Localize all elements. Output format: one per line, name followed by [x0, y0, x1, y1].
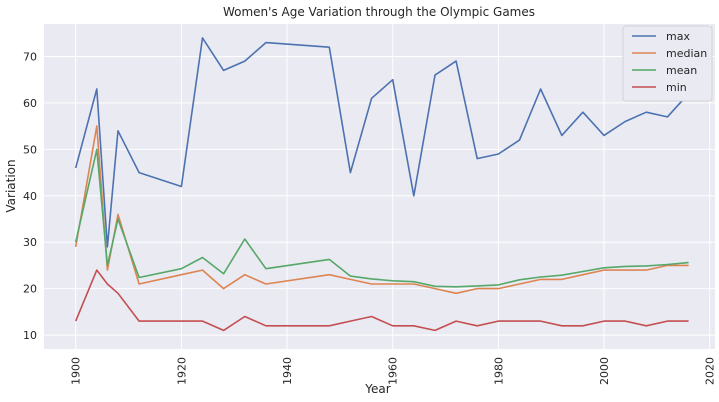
chart-title: Women's Age Variation through the Olympi…: [223, 5, 535, 19]
x-axis-label: Year: [364, 382, 390, 396]
y-tick-label: 60: [23, 97, 37, 110]
series-lines: [74, 37, 690, 332]
legend: max median mean min: [622, 25, 713, 102]
y-tick-label: 40: [23, 190, 37, 203]
x-tick-label: 1920: [175, 357, 188, 385]
legend-label-median: median: [666, 47, 707, 60]
y-tick-label: 50: [23, 143, 37, 156]
x-tick-label: 2000: [598, 357, 611, 385]
y-tick-label: 20: [23, 283, 37, 296]
y-tick-label: 70: [23, 51, 37, 64]
x-tick-label: 1900: [70, 357, 83, 385]
x-axis-ticks: 1900 1920 1940 1960 1980 2000 2020: [70, 357, 717, 385]
legend-label-max: max: [666, 30, 690, 43]
grid-lines: [44, 24, 715, 349]
legend-box: [622, 25, 713, 102]
series-line-min: [74, 269, 689, 332]
series-line-mean: [74, 148, 689, 288]
series-line-median: [74, 125, 689, 295]
y-tick-label: 10: [23, 329, 37, 342]
y-tick-label: 30: [23, 236, 37, 249]
legend-label-mean: mean: [666, 64, 697, 77]
x-tick-label: 1980: [492, 357, 505, 385]
y-axis-label: Variation: [4, 159, 18, 212]
series-line-max: [74, 37, 690, 248]
legend-label-min: min: [666, 81, 687, 94]
y-axis-ticks: 10 20 30 40 50 60 70: [23, 51, 37, 343]
x-tick-label: 1940: [281, 357, 294, 385]
plot-area: [44, 24, 715, 349]
x-tick-label: 1960: [387, 357, 400, 385]
x-tick-label: 2020: [704, 357, 717, 385]
